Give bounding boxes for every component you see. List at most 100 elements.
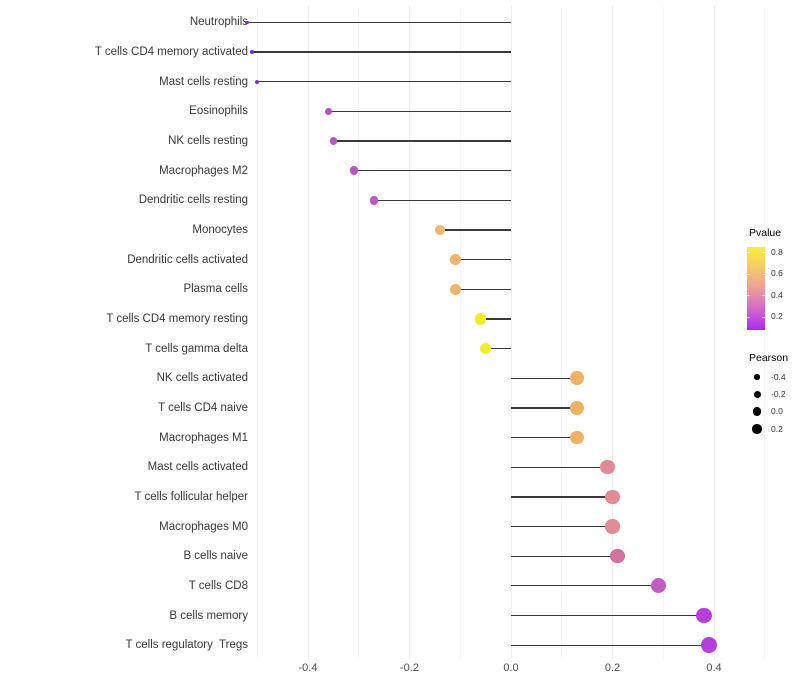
colorbar-tick-mark	[747, 273, 750, 275]
lollipop-dot	[700, 637, 717, 654]
lollipop-dot	[434, 224, 446, 236]
lollipop-stem	[511, 644, 709, 646]
x-axis-tick-label: -0.2	[400, 662, 419, 674]
lollipop-stem	[511, 466, 608, 468]
lollipop-stem	[511, 377, 577, 379]
pearson-legend-dot	[753, 391, 761, 398]
pearson-legend-dot	[752, 407, 762, 416]
lollipop-stem	[511, 407, 577, 409]
lollipop-stem	[480, 318, 511, 320]
y-axis-label: T cells regulatory Tregs	[125, 639, 248, 652]
lollipop-dot	[479, 342, 492, 355]
lollipop-stem	[485, 347, 511, 350]
lollipop-dot	[329, 137, 338, 145]
lollipop-stem	[353, 169, 511, 172]
gridline	[561, 6, 563, 659]
lollipop-dot	[600, 460, 615, 475]
lollipop-dot	[324, 107, 332, 115]
x-axis-tick-label: -0.4	[298, 662, 318, 674]
y-axis-label: B cells naive	[183, 550, 248, 563]
lollipop-dot	[449, 283, 461, 295]
y-axis-label: Neutrophils	[189, 16, 248, 29]
pvalue-legend-title: Pvalue	[749, 227, 782, 239]
lollipop-stem	[247, 21, 511, 23]
y-axis-label: T cells gamma delta	[145, 342, 248, 355]
lollipop-stem	[333, 140, 511, 142]
gridline	[459, 6, 461, 659]
y-axis-label: Eosinophils	[189, 105, 248, 118]
lollipop-dot	[449, 254, 461, 266]
pearson-legend-label: -0.4	[771, 371, 786, 382]
y-axis-label: Macrophages M2	[159, 164, 248, 177]
pearson-legend-label: 0.2	[771, 423, 783, 434]
y-axis-label: T cells CD4 naive	[158, 401, 248, 414]
x-axis-tick-label: 0.0	[503, 662, 519, 674]
y-axis-label: Dendritic cells resting	[138, 194, 248, 207]
y-axis-label: Mast cells activated	[147, 461, 248, 474]
pearson-legend-title: Pearson	[749, 352, 789, 364]
lollipop-dot	[349, 166, 358, 175]
lollipop-stem	[257, 80, 511, 83]
colorbar-tick-mark	[762, 273, 765, 275]
lollipop-stem	[511, 585, 659, 587]
colorbar-tick-label: 0.6	[771, 268, 783, 279]
gridline	[662, 6, 664, 659]
lollipop-stem	[439, 229, 511, 231]
pvalue-colorbar	[747, 247, 765, 330]
colorbar-tick-mark	[747, 295, 750, 297]
lollipop-dot	[250, 50, 255, 54]
lollipop-dot	[695, 607, 712, 624]
y-axis-label: T cells CD8	[188, 579, 248, 592]
lollipop-stem	[252, 51, 511, 53]
pearson-legend-dot	[752, 424, 762, 434]
lollipop-stem	[328, 110, 511, 112]
y-axis-label: Monocytes	[192, 223, 248, 236]
colorbar-tick-label: 0.8	[771, 246, 783, 257]
lollipop-dot	[255, 79, 260, 84]
lollipop-stem	[511, 614, 704, 617]
lollipop-dot	[605, 519, 620, 534]
lollipop-dot	[570, 371, 584, 386]
colorbar-tick-mark	[762, 295, 765, 297]
colorbar-tick-label: 0.2	[771, 311, 783, 322]
y-axis-label: Dendritic cells activated	[127, 253, 248, 266]
y-axis-label: T cells CD4 memory activated	[94, 45, 248, 58]
lollipop-stem	[373, 199, 511, 201]
lollipop-dot	[570, 430, 584, 445]
colorbar-tick-mark	[747, 252, 750, 254]
lollipop-stem	[511, 525, 613, 528]
lollipop-dot	[570, 401, 584, 415]
y-axis-label: Mast cells resting	[159, 75, 248, 88]
lollipop-dot	[650, 578, 666, 594]
gridline	[307, 6, 309, 659]
y-axis-label: Plasma cells	[183, 283, 248, 296]
lollipop-stem	[511, 436, 577, 439]
lollipop-dot	[610, 548, 625, 564]
pearson-legend-label: 0.0	[771, 406, 783, 416]
y-axis-label: T cells CD4 memory resting	[106, 312, 248, 325]
gridline	[764, 6, 766, 659]
y-axis-label: T cells follicular helper	[134, 490, 248, 503]
colorbar-tick-mark	[762, 316, 765, 318]
lollipop-stem	[455, 258, 511, 261]
pearson-legend-dot	[754, 374, 760, 380]
gridline	[358, 6, 360, 659]
lollipop-stem	[455, 288, 511, 290]
lollipop-dot	[474, 313, 487, 325]
lollipop-dot	[245, 20, 249, 25]
x-axis-tick-label: 0.4	[706, 662, 722, 674]
gridline	[409, 6, 410, 659]
x-axis-tick-label: 0.2	[604, 662, 621, 674]
colorbar-tick-label: 0.4	[771, 289, 783, 300]
colorbar-tick-mark	[747, 316, 750, 318]
lollipop-stem	[511, 555, 618, 557]
gridline	[612, 6, 613, 659]
lollipop-dot	[369, 195, 379, 205]
gridline	[256, 6, 258, 659]
gridline	[713, 6, 715, 659]
y-axis-label: NK cells activated	[156, 372, 248, 385]
y-axis-label: B cells memory	[169, 609, 248, 622]
pearson-legend-label: -0.2	[771, 389, 786, 399]
lollipop-dot	[605, 489, 620, 504]
